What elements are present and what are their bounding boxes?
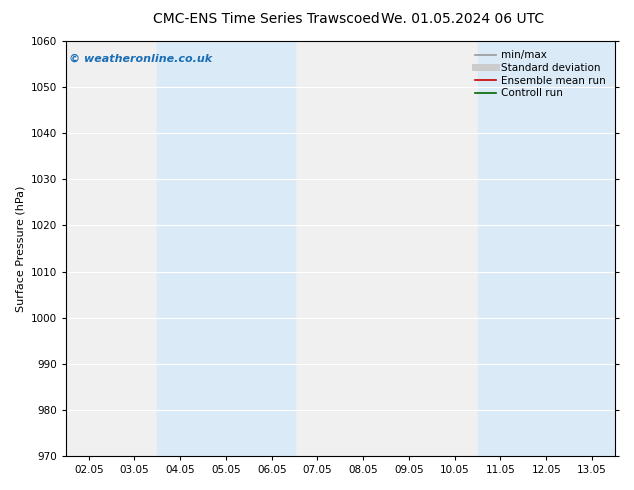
Text: We. 01.05.2024 06 UTC: We. 01.05.2024 06 UTC [381,12,545,26]
Text: CMC-ENS Time Series Trawscoed: CMC-ENS Time Series Trawscoed [153,12,380,26]
Bar [477,41,615,456]
Bar [157,41,295,456]
Legend: min/max, Standard deviation, Ensemble mean run, Controll run: min/max, Standard deviation, Ensemble me… [470,46,610,102]
Y-axis label: Surface Pressure (hPa): Surface Pressure (hPa) [15,185,25,312]
Text: © weatheronline.co.uk: © weatheronline.co.uk [68,53,212,64]
